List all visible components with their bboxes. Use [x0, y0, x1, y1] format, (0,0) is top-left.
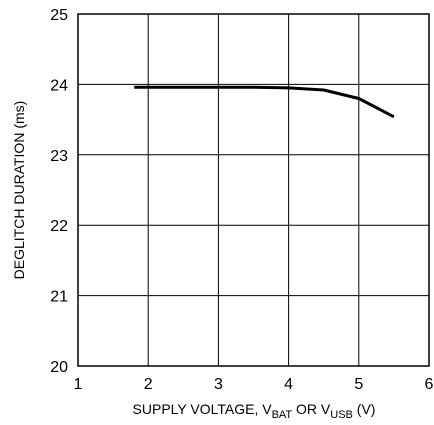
x-tick-label: 4 — [284, 376, 293, 393]
y-tick-labels: 20 21 22 23 24 25 — [50, 7, 68, 376]
x-tick-label: 6 — [425, 376, 434, 393]
x-tick-label: 3 — [214, 376, 223, 393]
y-tick-label: 23 — [50, 148, 68, 165]
plot-frame — [77, 13, 430, 367]
x-tick-label: 1 — [74, 376, 83, 393]
x-tick-label: 5 — [354, 376, 363, 393]
y-tick-label: 24 — [50, 77, 68, 94]
series-layer — [134, 85, 395, 119]
y-tick-label: 25 — [50, 7, 68, 24]
y-tick-label: 21 — [50, 289, 68, 306]
y-tick-label: 22 — [50, 218, 68, 235]
y-tick-label: 20 — [50, 359, 68, 376]
x-tick-labels: 1 2 3 4 5 6 — [74, 376, 434, 393]
y-axis-label: DEGLITCH DURATION (ms) — [11, 101, 27, 280]
grid — [78, 14, 429, 366]
x-axis-label: SUPPLY VOLTAGE, VBAT OR VUSB (V) — [133, 401, 376, 421]
series-line-0 — [134, 85, 395, 119]
x-tick-label: 2 — [144, 376, 153, 393]
